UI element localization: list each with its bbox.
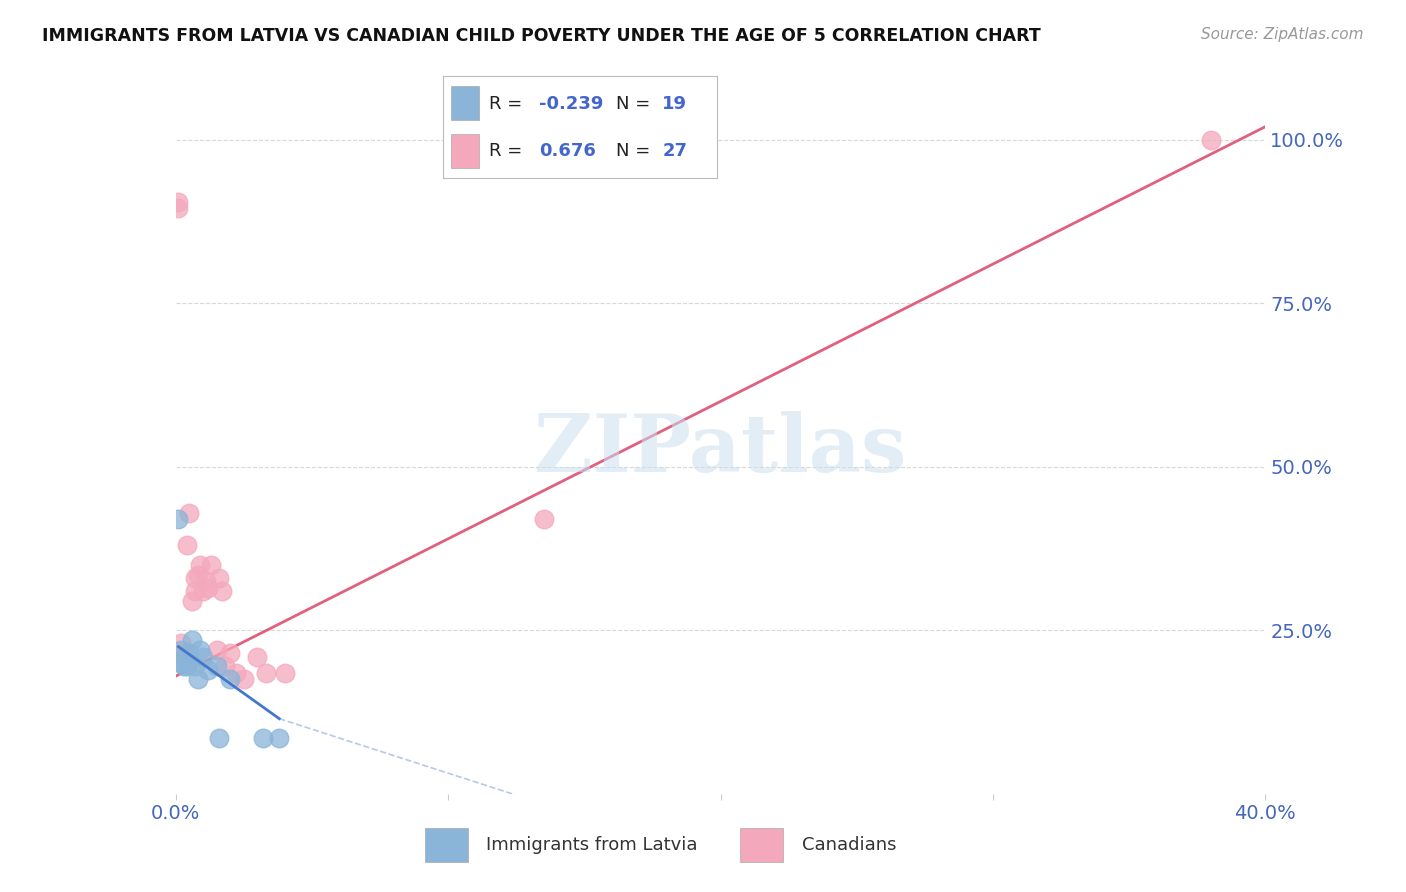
Point	[173, 659, 195, 673]
Text: Canadians: Canadians	[801, 836, 897, 855]
Point	[208, 731, 231, 746]
Text: 19: 19	[662, 95, 688, 112]
Point	[181, 594, 204, 608]
Text: 27: 27	[662, 142, 688, 160]
Point	[173, 649, 195, 664]
Point	[197, 581, 219, 595]
Point	[211, 584, 233, 599]
Point	[181, 633, 204, 648]
Point	[167, 194, 190, 209]
Text: N =: N =	[616, 95, 655, 112]
Point	[188, 643, 211, 657]
Point	[170, 656, 193, 670]
Point	[191, 584, 214, 599]
Text: N =: N =	[616, 142, 655, 160]
Point	[170, 643, 193, 657]
Point	[214, 659, 236, 673]
Point	[205, 659, 228, 673]
Point	[225, 665, 247, 680]
Text: R =: R =	[489, 95, 529, 112]
Point	[170, 636, 193, 650]
Text: Source: ZipAtlas.com: Source: ZipAtlas.com	[1201, 27, 1364, 42]
Point	[254, 665, 277, 680]
Text: Immigrants from Latvia: Immigrants from Latvia	[486, 836, 697, 855]
Point	[219, 673, 242, 687]
Point	[252, 731, 274, 746]
Point	[184, 571, 207, 585]
FancyBboxPatch shape	[425, 828, 468, 863]
Text: -0.239: -0.239	[538, 95, 603, 112]
Point	[176, 659, 198, 673]
Point	[194, 574, 217, 589]
Point	[173, 646, 195, 660]
Point	[167, 202, 190, 216]
Point	[184, 659, 207, 673]
Point	[179, 656, 201, 670]
FancyBboxPatch shape	[740, 828, 783, 863]
Point	[167, 512, 190, 526]
Point	[200, 558, 222, 572]
Point	[232, 673, 254, 687]
Point	[208, 571, 231, 585]
Point	[1199, 133, 1222, 147]
Point	[533, 512, 555, 526]
Text: ZIPatlas: ZIPatlas	[534, 411, 907, 490]
Text: IMMIGRANTS FROM LATVIA VS CANADIAN CHILD POVERTY UNDER THE AGE OF 5 CORRELATION : IMMIGRANTS FROM LATVIA VS CANADIAN CHILD…	[42, 27, 1040, 45]
FancyBboxPatch shape	[451, 135, 478, 168]
Point	[219, 646, 242, 660]
Point	[179, 646, 201, 660]
Point	[191, 649, 214, 664]
Text: R =: R =	[489, 142, 529, 160]
Point	[184, 584, 207, 599]
Point	[186, 567, 209, 582]
FancyBboxPatch shape	[451, 87, 478, 120]
Point	[197, 663, 219, 677]
Point	[274, 665, 297, 680]
Point	[176, 538, 198, 552]
Point	[179, 506, 201, 520]
Point	[188, 558, 211, 572]
Point	[205, 643, 228, 657]
Point	[269, 731, 291, 746]
Point	[246, 649, 269, 664]
Point	[186, 673, 209, 687]
Text: 0.676: 0.676	[538, 142, 596, 160]
